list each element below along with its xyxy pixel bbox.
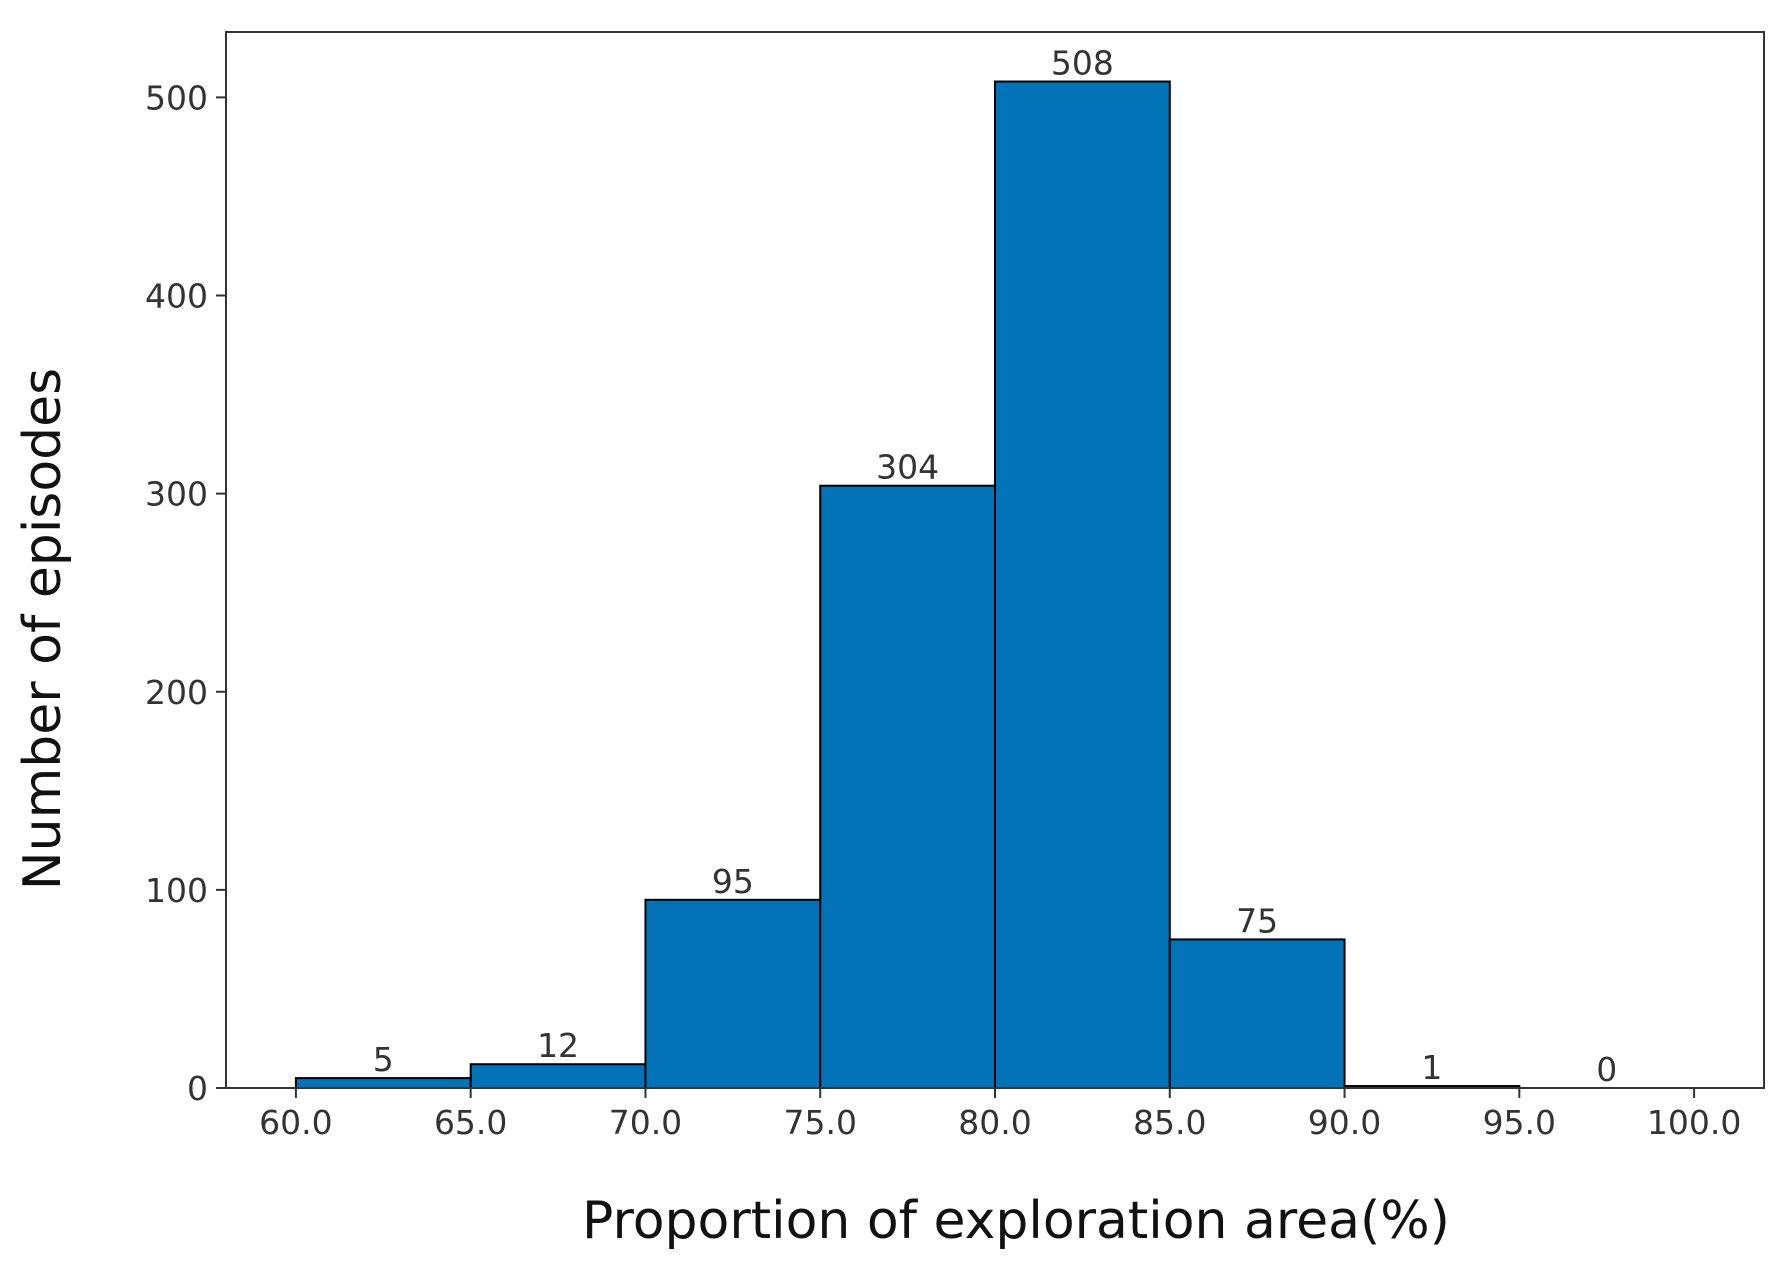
bar-value-label: 12 [537,1026,579,1065]
y-tick-label: 200 [145,673,208,712]
bars-group [294,80,1521,1090]
x-axis-title: Proportion of exploration area(%) [582,1191,1450,1251]
bar-value-label: 304 [876,448,939,487]
bar-value-label: 5 [373,1040,394,1079]
histogram-bar [644,898,822,1089]
x-axis: 60.0 65.0 70.0 75.0 80.0 85.0 90.0 95.0 100.0 [259,1088,1741,1142]
bar-value-label: 95 [712,862,754,901]
x-tick-label: 95.0 [1483,1103,1556,1142]
histogram-bar [1168,938,1346,1089]
y-tick-label: 100 [145,871,208,910]
x-tick-label: 60.0 [259,1103,332,1142]
y-axis-title: Number of episodes [13,368,73,891]
y-tick-label: 500 [145,78,208,117]
bar-labels-group: 5 12 95 304 508 75 1 0 [373,44,1617,1089]
y-tick-label: 400 [145,277,208,316]
bar-value-label: 508 [1051,44,1114,83]
bar-value-label: 1 [1421,1048,1442,1087]
y-tick-label: 300 [145,475,208,514]
histogram-bar [469,1063,647,1089]
y-axis: 0 100 200 300 400 500 [145,78,226,1108]
x-tick-label: 80.0 [958,1103,1031,1142]
x-tick-label: 90.0 [1308,1103,1381,1142]
bar-value-label: 0 [1596,1050,1617,1089]
x-tick-label: 85.0 [1133,1103,1206,1142]
y-tick-label: 0 [187,1069,208,1108]
histogram-bar [819,484,997,1089]
x-tick-label: 75.0 [783,1103,856,1142]
bar-value-label: 75 [1236,901,1278,940]
histogram-bar [294,1077,472,1089]
x-tick-label: 100.0 [1647,1103,1741,1142]
x-tick-label: 65.0 [434,1103,507,1142]
histogram-bar [994,80,1171,1090]
x-tick-label: 70.0 [609,1103,682,1142]
